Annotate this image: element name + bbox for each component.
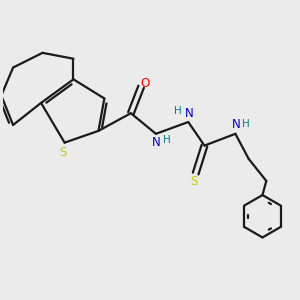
Text: H: H — [163, 135, 171, 145]
Text: S: S — [190, 175, 198, 188]
Text: O: O — [140, 77, 149, 90]
Text: N: N — [232, 118, 240, 131]
Text: H: H — [242, 119, 250, 129]
Text: H: H — [174, 106, 182, 116]
Text: N: N — [184, 107, 193, 120]
Text: N: N — [152, 136, 161, 148]
Text: S: S — [59, 146, 67, 159]
